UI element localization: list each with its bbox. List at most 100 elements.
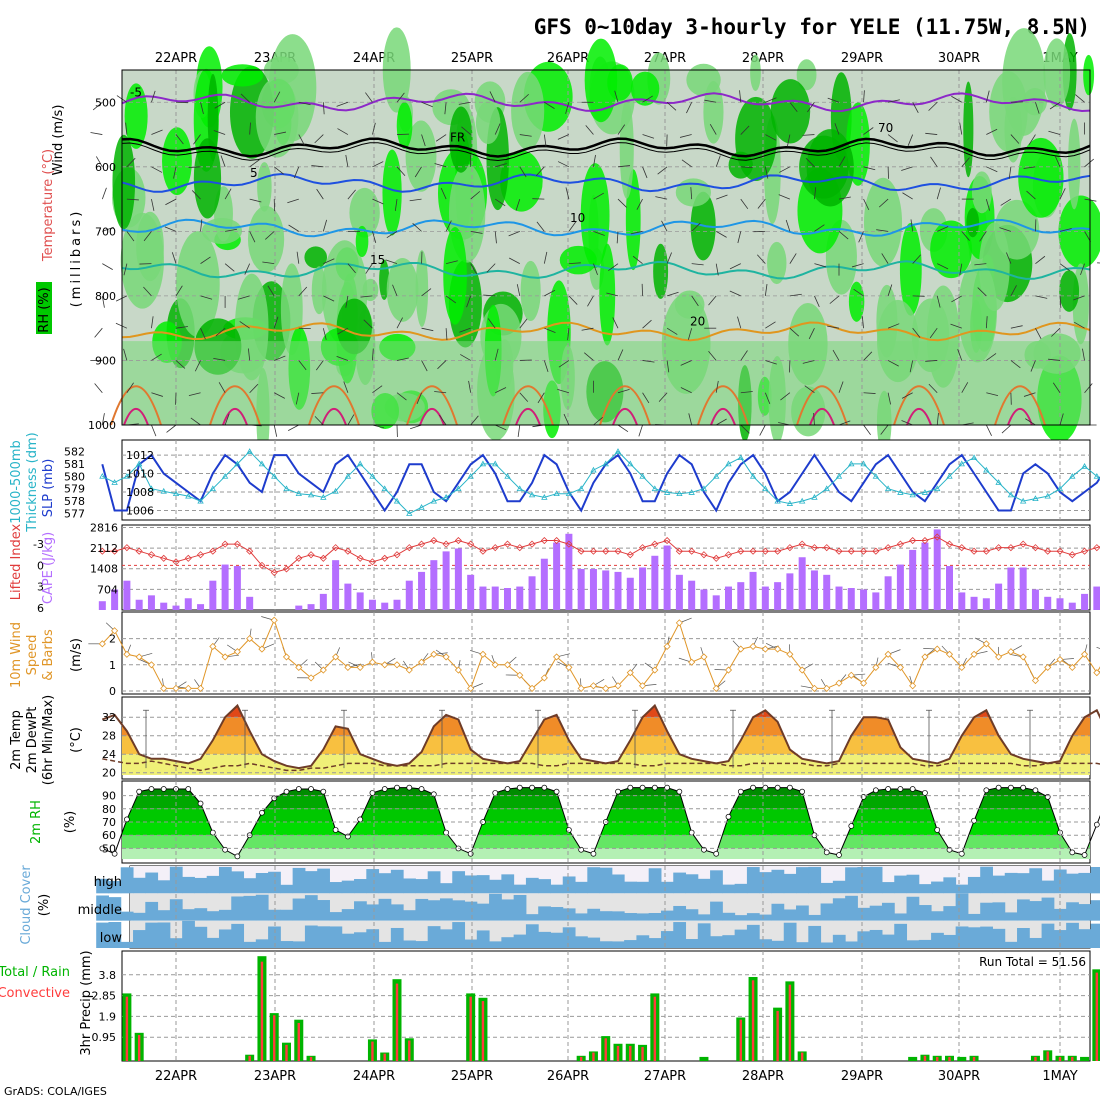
wind-barb (583, 352, 594, 361)
wind-barb (517, 424, 521, 437)
wind-barb (445, 328, 448, 341)
cloud-bar (1041, 897, 1055, 921)
wind-barb (679, 134, 692, 138)
cloud-bar (513, 894, 527, 921)
rh2m-marker (148, 786, 155, 792)
cape-bar (319, 593, 327, 610)
cloud-bar (501, 937, 515, 948)
surface-contour-hot (809, 407, 835, 426)
cloud-bar (464, 901, 478, 921)
rh2m-marker (185, 786, 192, 792)
wind10-marker (332, 653, 340, 661)
cloud-bar (96, 878, 109, 894)
lifted-marker (577, 547, 585, 555)
temperature-ticks: 20 24 28 32 (102, 711, 116, 780)
wind-barb (421, 288, 432, 297)
wind-barb (90, 132, 103, 135)
thickness-marker (921, 489, 929, 495)
wind10-marker (1044, 663, 1052, 671)
wind-barb (458, 101, 471, 105)
wind-barb (345, 154, 349, 167)
wind-barb (740, 166, 753, 169)
wind10-marker (295, 663, 303, 671)
thickness-marker (123, 472, 131, 479)
date-label-bottom: 26APR (547, 1069, 589, 1084)
wind-barb (188, 392, 201, 397)
precip-convective-bar (641, 1047, 644, 1061)
cloud-bar (120, 911, 134, 921)
wind-barb (372, 161, 384, 168)
wind-barb (213, 357, 226, 361)
wind-barb (515, 198, 521, 211)
precip-convective-bar (800, 1052, 804, 1061)
y-tick-label: 582 (64, 445, 85, 458)
lifted-marker (332, 544, 340, 552)
wind-barb (959, 122, 963, 135)
thickness-marker (749, 472, 757, 479)
rh2m-marker (136, 788, 143, 795)
wind-barb (101, 295, 105, 308)
cloud-bar (734, 915, 748, 921)
wind-barb (1059, 295, 1062, 308)
cloud-bar (525, 914, 539, 921)
y-tick-label: 1012 (126, 449, 154, 462)
wind10-marker (270, 616, 278, 624)
cloud-bar (710, 870, 723, 894)
cloud-bar (489, 941, 502, 948)
cloud-bar (157, 910, 171, 921)
cape-bar (1031, 589, 1039, 610)
cloud-bar (218, 929, 232, 948)
thickness-marker (393, 497, 401, 504)
cloud-bar (955, 926, 969, 948)
thickness-marker (234, 460, 241, 467)
cape-bar (860, 589, 868, 610)
precip-convective-bar (1034, 1056, 1037, 1061)
wind-barb (930, 156, 938, 168)
precip-convective-bar (137, 1035, 141, 1061)
wind-barb (802, 134, 815, 136)
cloud-bar (341, 909, 355, 921)
rh2m-marker (529, 784, 535, 791)
cloud-bar (697, 914, 711, 921)
wind-barb (434, 391, 447, 394)
wind-barb (434, 163, 447, 168)
wind-barb (757, 198, 766, 209)
y-tick-label: 579 (64, 483, 85, 496)
wind-barb (716, 418, 727, 426)
thickness-marker (958, 460, 965, 467)
wind-barb (1010, 134, 1020, 144)
wind-barb (558, 360, 570, 368)
cloud-bar (587, 937, 601, 948)
precip-convective-bar (592, 1052, 595, 1061)
wind-barb (587, 295, 594, 307)
surface-contour (209, 385, 261, 426)
thickness-marker (1007, 491, 1015, 498)
lifted-marker (479, 547, 487, 555)
wind-barb (394, 199, 398, 212)
cloud-bar (894, 923, 908, 948)
wind-barb (416, 392, 422, 405)
thickness-marker (577, 485, 585, 492)
lifted-marker (651, 540, 659, 548)
wind-barb (273, 316, 279, 329)
cloud-bar (906, 940, 920, 948)
wind10-unit: (m/s) (69, 638, 84, 672)
rh2m-marker (197, 800, 204, 807)
wind-barb (365, 92, 373, 103)
cloud-bar (845, 867, 858, 894)
wind-barb (190, 417, 201, 426)
wind-barb (1008, 166, 1012, 179)
wind-barb (951, 95, 962, 103)
precip-convective-bar (653, 996, 657, 1061)
wind-barb (829, 295, 840, 304)
wind-barb (985, 424, 992, 436)
thickness-marker (1093, 472, 1100, 479)
isotherm-label: 10 (570, 211, 585, 225)
thickness-line (102, 450, 1100, 515)
cloud-bar (1041, 880, 1055, 894)
cloud-bar (648, 868, 662, 894)
wind-barb (274, 392, 286, 399)
date-label-top: 22APR (155, 51, 197, 66)
rh2m-marker (418, 786, 425, 792)
